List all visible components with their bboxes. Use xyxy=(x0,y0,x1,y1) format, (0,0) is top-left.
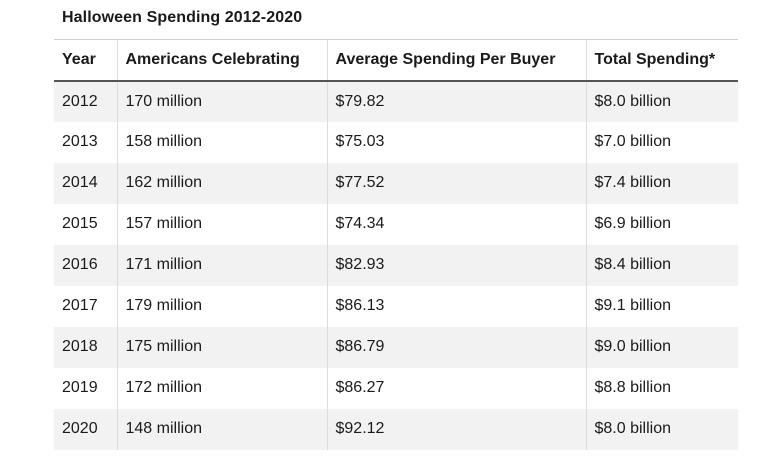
table-row: 2018 175 million $86.79 $9.0 billion xyxy=(54,326,738,368)
total-spending-cell: $8.0 billion xyxy=(585,80,738,122)
year-cell: 2020 xyxy=(62,420,98,437)
americans-celebrating-cell: 148 million xyxy=(116,408,327,450)
average-spending-cell: $82.93 xyxy=(326,244,586,286)
americans-celebrating-cell: 172 million xyxy=(116,367,327,409)
table-title: Halloween Spending 2012-2020 xyxy=(62,9,303,26)
average-spending-cell: $75.03 xyxy=(326,121,586,163)
table-body: 2012 170 million $79.82 $8.0 billion 2013 158… xyxy=(54,80,738,450)
table-row: 2020 148 million $92.12 $8.0 billion xyxy=(54,408,738,450)
americans-celebrating-cell: 170 million xyxy=(116,80,327,122)
average-spending-cell: $86.27 xyxy=(326,367,586,409)
total-spending-cell: $9.1 billion xyxy=(585,285,738,327)
year-cell: 2018 xyxy=(62,338,98,355)
total-spending-cell: $8.8 billion xyxy=(585,367,738,409)
header-row: Year Americans Celebrating Average Spend… xyxy=(54,39,738,82)
column-header-average-spending: Average Spending Per Buyer xyxy=(326,39,586,82)
average-spending-cell: $86.13 xyxy=(326,285,586,327)
column-header-americans-celebrating: Americans Celebrating xyxy=(116,39,327,82)
year-cell: 2014 xyxy=(62,174,98,191)
table-row: 2015 157 million $74.34 $6.9 billion xyxy=(54,203,738,245)
average-spending-cell: $74.34 xyxy=(326,203,586,245)
table-row: 2014 162 million $77.52 $7.4 billion xyxy=(54,162,738,204)
year-cell: 2013 xyxy=(62,133,98,150)
americans-celebrating-cell: 158 million xyxy=(116,121,327,163)
average-spending-cell: $77.52 xyxy=(326,162,586,204)
total-spending-cell: $7.4 billion xyxy=(585,162,738,204)
average-spending-cell: $86.79 xyxy=(326,326,586,368)
year-cell: 2015 xyxy=(62,215,98,232)
year-cell: 2017 xyxy=(62,297,98,314)
year-cell: 2012 xyxy=(62,92,98,110)
americans-celebrating-cell: 157 million xyxy=(116,203,327,245)
total-spending-cell: $6.9 billion xyxy=(585,203,738,245)
year-cell: 2016 xyxy=(62,256,98,273)
americans-celebrating-cell: 171 million xyxy=(116,244,327,286)
table-row: 2013 158 million $75.03 $7.0 billion xyxy=(54,121,738,163)
total-spending-cell: $8.4 billion xyxy=(585,244,738,286)
americans-celebrating-cell: 162 million xyxy=(116,162,327,204)
average-spending-cell: $92.12 xyxy=(326,408,586,450)
column-header-year: Year xyxy=(54,39,117,82)
table-row: 2012 170 million $79.82 $8.0 billion xyxy=(54,80,738,122)
total-spending-cell: $7.0 billion xyxy=(585,121,738,163)
total-spending-cell: $9.0 billion xyxy=(585,326,738,368)
table-row: 2019 172 million $86.27 $8.8 billion xyxy=(54,367,738,409)
table-row: 2016 171 million $82.93 $8.4 billion xyxy=(54,244,738,286)
americans-celebrating-cell: 175 million xyxy=(116,326,327,368)
year-cell: 2019 xyxy=(62,379,98,396)
total-spending-cell: $8.0 billion xyxy=(585,408,738,450)
average-spending-cell: $79.82 xyxy=(326,80,586,122)
table-row: 2017 179 million $86.13 $9.1 billion xyxy=(54,285,738,327)
spending-table: Year Americans Celebrating Average Spend… xyxy=(54,39,738,450)
americans-celebrating-cell: 179 million xyxy=(116,285,327,327)
column-header-total-spending: Total Spending* xyxy=(585,39,738,82)
